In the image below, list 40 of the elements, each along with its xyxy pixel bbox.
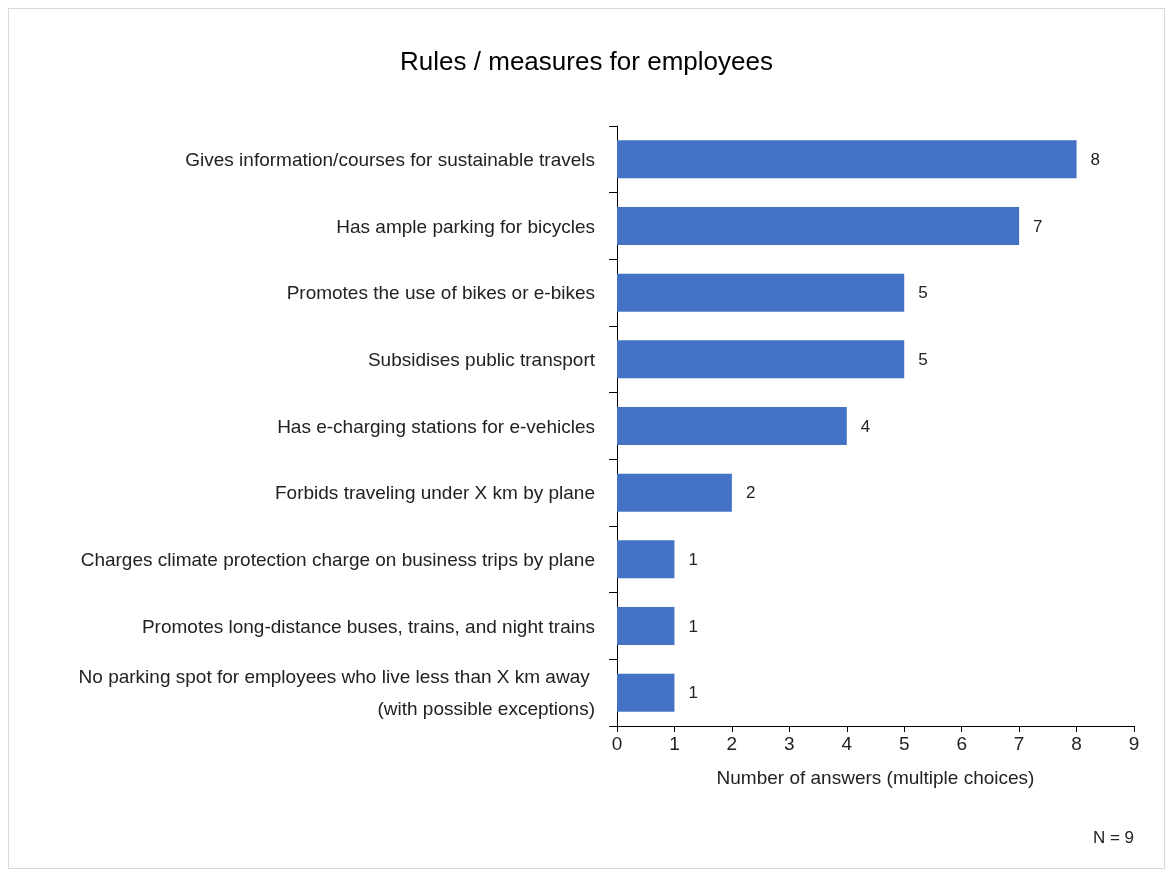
y-tick-label: Subsidises public transport: [367, 348, 596, 370]
y-tick-label: Promotes long-distance buses, trains, and night trains: [141, 615, 595, 637]
data-label: 1: [688, 616, 698, 636]
x-tick-label: 2: [726, 733, 738, 754]
y-tick-label: Has ample parking for bicycles: [336, 215, 595, 237]
data-label: 4: [860, 416, 871, 436]
data-label: 2: [745, 483, 756, 503]
bar: [617, 407, 847, 445]
bar: [617, 340, 905, 379]
bar: [617, 673, 675, 712]
y-tick-label: Forbids traveling under X km by plane: [275, 482, 595, 504]
y-tick-label: No parking spot for employees who live less than X km away (with possible exceptions): [78, 666, 595, 720]
x-tick-label: 7: [1013, 733, 1025, 754]
data-label: 1: [688, 549, 698, 569]
chart-title: Rules / measures for employees: [400, 46, 773, 76]
x-tick-label: 0: [611, 733, 623, 754]
x-tick-label: 9: [1128, 733, 1140, 754]
bar: [617, 207, 1020, 245]
bar: [617, 273, 905, 312]
data-label: 8: [1090, 149, 1101, 169]
bar: [617, 607, 675, 645]
x-tick-label: 4: [841, 733, 853, 754]
data-label: 5: [918, 283, 928, 303]
x-tick-label: 6: [956, 733, 967, 754]
x-tick-label: 5: [898, 733, 910, 754]
data-label: 7: [1033, 216, 1043, 236]
bar: [617, 140, 1077, 179]
x-axis-title: Number of answers (multiple choices): [716, 767, 1035, 788]
y-tick-label: Has e-charging stations for e-vehicles: [277, 415, 595, 437]
data-label: 1: [688, 683, 698, 703]
x-tick-label: 1: [669, 733, 680, 754]
y-tick-label: Promotes the use of bikes or e-bikes: [286, 282, 595, 304]
text: N = 9: [1092, 828, 1134, 847]
x-tick-label: 8: [1071, 733, 1082, 754]
x-tick-label: 3: [784, 733, 795, 754]
data-label: 5: [918, 349, 928, 369]
bar: [617, 540, 675, 579]
y-tick-label: Charges climate protection charge on business trips by plane: [80, 548, 595, 570]
bar: [617, 473, 732, 512]
y-tick-label: Gives information/courses for sustainable travels: [185, 148, 595, 170]
